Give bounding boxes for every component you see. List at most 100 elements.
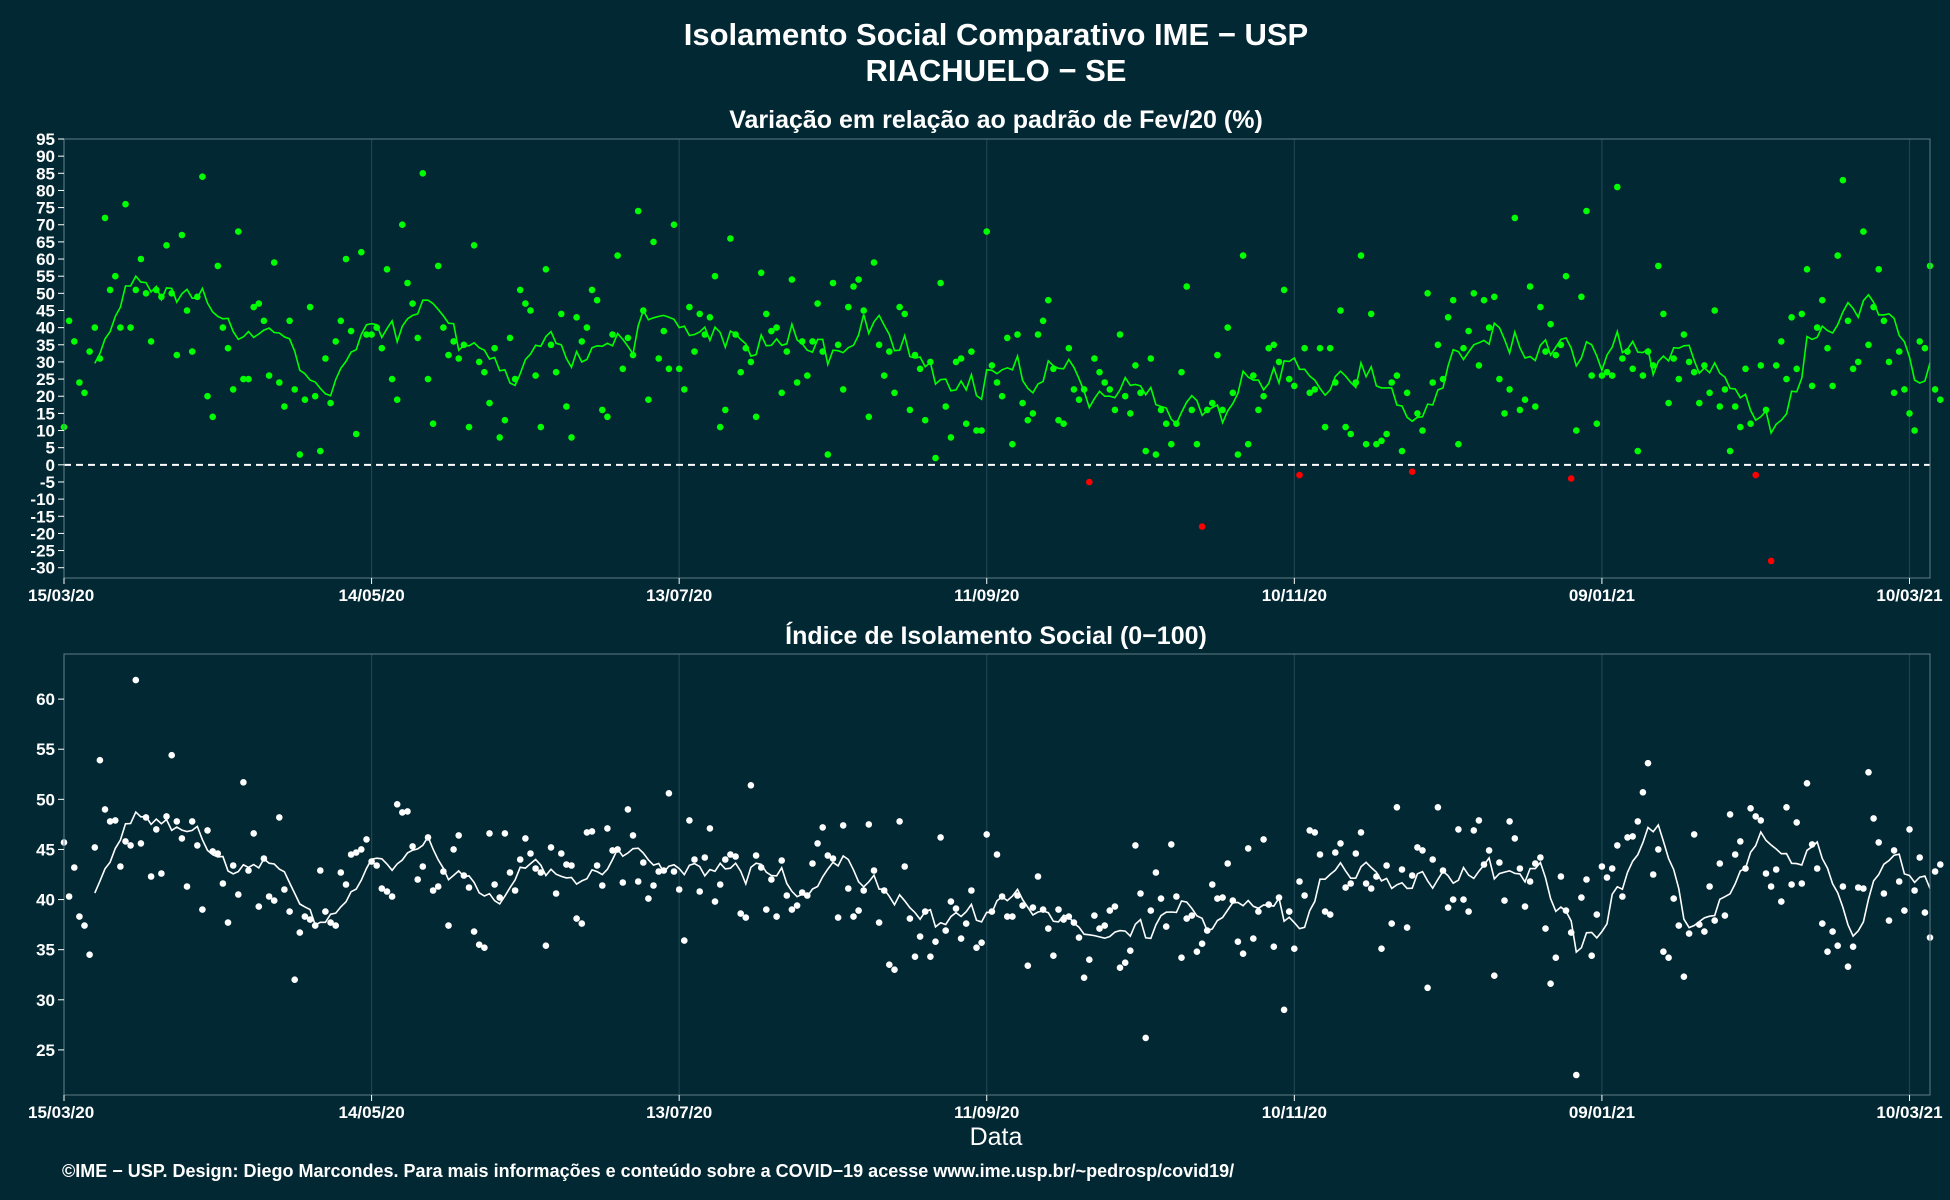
data-point bbox=[788, 906, 796, 913]
data-point bbox=[1670, 355, 1677, 362]
data-point bbox=[358, 846, 365, 853]
data-point bbox=[768, 327, 775, 335]
data-point bbox=[1557, 873, 1565, 880]
data-point bbox=[219, 324, 227, 331]
data-point bbox=[1362, 440, 1370, 448]
x-tick-label: 14/05/20 bbox=[338, 1103, 404, 1122]
x-tick-label: 11/09/20 bbox=[954, 1103, 1019, 1122]
data-point bbox=[86, 348, 93, 355]
data-point bbox=[1731, 403, 1739, 410]
data-point bbox=[706, 825, 714, 832]
data-point bbox=[506, 334, 514, 342]
data-point bbox=[219, 880, 227, 887]
data-point bbox=[250, 303, 257, 311]
data-point bbox=[1414, 844, 1421, 851]
data-point bbox=[1250, 935, 1257, 942]
top-panel: -30-25-20-15-10-505101520253035404550556… bbox=[28, 130, 1944, 605]
data-point bbox=[122, 838, 129, 845]
data-point bbox=[1408, 468, 1416, 476]
data-point bbox=[1096, 368, 1103, 376]
data-point bbox=[901, 310, 908, 318]
data-point bbox=[993, 379, 1001, 386]
data-point bbox=[537, 423, 545, 431]
data-point bbox=[1532, 403, 1539, 410]
data-point bbox=[1383, 862, 1390, 869]
data-point bbox=[516, 286, 524, 294]
data-point bbox=[778, 389, 785, 397]
data-point bbox=[1665, 954, 1672, 961]
data-point bbox=[1542, 925, 1549, 932]
data-point bbox=[998, 392, 1006, 400]
data-point bbox=[558, 850, 565, 857]
data-point bbox=[814, 840, 821, 847]
data-point bbox=[993, 851, 1001, 858]
data-point bbox=[440, 324, 447, 331]
data-point bbox=[1655, 846, 1662, 853]
y-tick-label: 35 bbox=[36, 941, 55, 960]
data-point bbox=[142, 814, 150, 821]
data-point bbox=[1921, 909, 1929, 916]
data-point bbox=[1670, 895, 1677, 902]
data-point bbox=[1501, 897, 1508, 904]
data-point bbox=[1716, 403, 1724, 410]
data-point bbox=[132, 676, 140, 684]
data-point bbox=[1752, 813, 1759, 820]
data-point bbox=[1019, 902, 1026, 909]
data-point bbox=[1526, 878, 1534, 885]
data-point bbox=[1937, 861, 1944, 868]
data-point bbox=[501, 416, 509, 424]
data-point bbox=[614, 252, 621, 259]
data-point bbox=[645, 396, 652, 404]
data-point bbox=[383, 888, 391, 895]
data-point bbox=[962, 920, 970, 927]
data-point bbox=[1598, 372, 1606, 379]
data-point bbox=[1583, 207, 1590, 215]
data-point bbox=[311, 922, 319, 929]
data-point bbox=[670, 868, 678, 875]
data-point bbox=[1311, 829, 1319, 836]
data-point bbox=[1731, 851, 1739, 858]
data-point bbox=[855, 907, 862, 914]
data-point bbox=[1742, 865, 1749, 872]
data-point bbox=[1603, 368, 1611, 376]
data-point bbox=[829, 279, 837, 287]
data-point bbox=[1024, 416, 1032, 424]
data-point bbox=[1162, 923, 1170, 930]
data-point bbox=[1260, 836, 1267, 843]
data-point bbox=[445, 922, 452, 929]
data-point bbox=[1183, 915, 1190, 922]
data-point bbox=[604, 413, 611, 421]
data-point bbox=[235, 891, 242, 898]
data-point bbox=[1757, 362, 1765, 369]
bottom-panel-frame bbox=[63, 653, 1931, 1096]
data-point bbox=[1039, 317, 1047, 325]
data-point bbox=[1316, 344, 1324, 352]
data-point bbox=[1152, 869, 1160, 876]
data-point bbox=[1275, 358, 1283, 366]
data-point bbox=[106, 818, 114, 825]
data-point bbox=[1050, 365, 1057, 373]
data-point bbox=[1460, 344, 1467, 352]
data-point bbox=[1347, 880, 1354, 887]
data-point bbox=[1034, 331, 1042, 338]
data-point bbox=[921, 908, 929, 915]
data-point bbox=[809, 338, 816, 345]
data-point bbox=[655, 868, 662, 875]
data-point bbox=[1685, 930, 1693, 937]
data-point bbox=[178, 835, 186, 842]
data-point bbox=[1788, 881, 1795, 888]
data-point bbox=[173, 351, 181, 359]
data-point bbox=[127, 842, 134, 849]
data-point bbox=[1029, 904, 1037, 911]
data-point bbox=[1301, 344, 1308, 352]
data-point bbox=[711, 898, 719, 905]
data-point bbox=[670, 221, 678, 228]
data-point bbox=[1137, 389, 1144, 397]
data-point bbox=[1696, 399, 1703, 407]
data-point bbox=[1803, 780, 1811, 787]
data-point bbox=[1019, 399, 1026, 407]
data-point bbox=[542, 266, 550, 273]
data-point bbox=[691, 348, 698, 355]
data-point bbox=[686, 303, 693, 311]
data-point bbox=[1157, 406, 1165, 414]
